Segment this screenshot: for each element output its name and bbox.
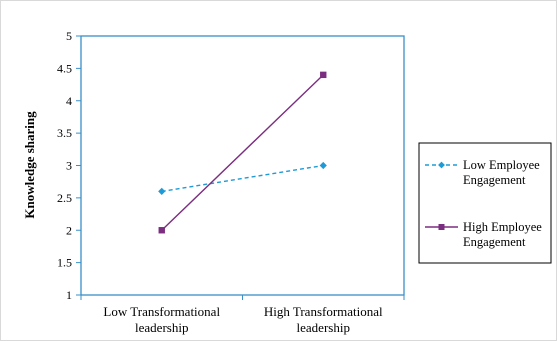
x-category-label-line: Low Transformational [103,304,220,319]
series-line [161,74,324,231]
legend-label-line: Engagement [463,235,526,249]
legend-entry: Low Employee Engagement [425,158,540,187]
y-axis-label: Knowledge sharing [22,111,37,219]
square-marker [320,71,327,79]
series-1 [158,161,327,195]
y-tick-label: 3 [66,159,72,173]
x-category-label-line: leadership [135,320,188,335]
legend-label: High Employee Engagement [463,220,542,249]
diamond-marker [158,187,166,195]
x-category-label: High Transformational leadership [264,304,383,335]
series-line [161,164,324,193]
square-marker [438,224,445,230]
y-axis: 1 1.5 2 2.5 3 3.5 4 4.5 5 [57,29,81,302]
y-tick-label: 3.5 [57,126,72,140]
series-layer [158,71,327,234]
legend-label: Low Employee Engagement [463,158,540,187]
diamond-marker [438,161,445,169]
x-category-label-line: High Transformational [264,304,383,319]
legend-label-line: High Employee [463,220,542,234]
y-tick-label: 1.5 [57,256,72,270]
series-2 [158,71,327,234]
legend-label-line: Low Employee [463,158,540,172]
y-tick-label: 5 [66,29,72,43]
diamond-marker [319,161,327,170]
y-tick-label: 4 [66,94,72,108]
y-tick-label: 1 [66,288,72,302]
y-tick-label: 4.5 [57,61,72,75]
y-tick-label: 2.5 [57,191,72,205]
legend-label-line: Engagement [463,173,526,187]
x-category-label: Low Transformational leadership [103,304,220,335]
y-tick-label: 2 [66,223,72,237]
x-category-label-line: leadership [297,320,350,335]
legend-entry: High Employee Engagement [425,220,542,249]
plot-area [80,35,405,296]
square-marker [158,227,165,234]
